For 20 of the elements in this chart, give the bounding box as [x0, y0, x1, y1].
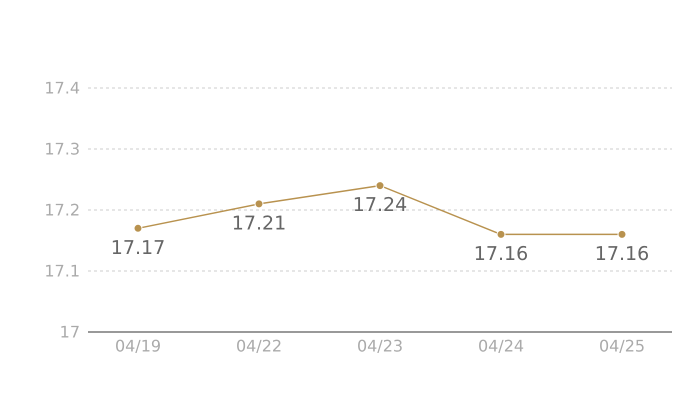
- data-label: 17.17: [110, 236, 166, 259]
- data-label: 17.16: [474, 242, 528, 265]
- x-tick-label: 04/24: [478, 336, 524, 356]
- x-tick-label: 04/25: [598, 336, 646, 356]
- data-label: 17.24: [352, 194, 408, 216]
- y-tick-label: 17.2: [44, 200, 80, 220]
- point: [496, 230, 506, 239]
- y-tick-label: 17.4: [44, 78, 80, 98]
- point: [618, 230, 626, 239]
- point: [376, 181, 384, 190]
- data-label: 17.21: [232, 212, 286, 234]
- y-tick-label: 17.1: [44, 262, 80, 281]
- y-tick-label: 17: [60, 322, 80, 342]
- x-tick-label: 04/23: [356, 336, 404, 356]
- point: [254, 199, 264, 208]
- point: [134, 224, 142, 233]
- y-tick-label: 17.3: [44, 140, 80, 159]
- data-label: 17.16: [594, 242, 650, 265]
- x-tick-label: 04/22: [236, 336, 282, 356]
- x-tick-label: 04/19: [114, 336, 162, 356]
